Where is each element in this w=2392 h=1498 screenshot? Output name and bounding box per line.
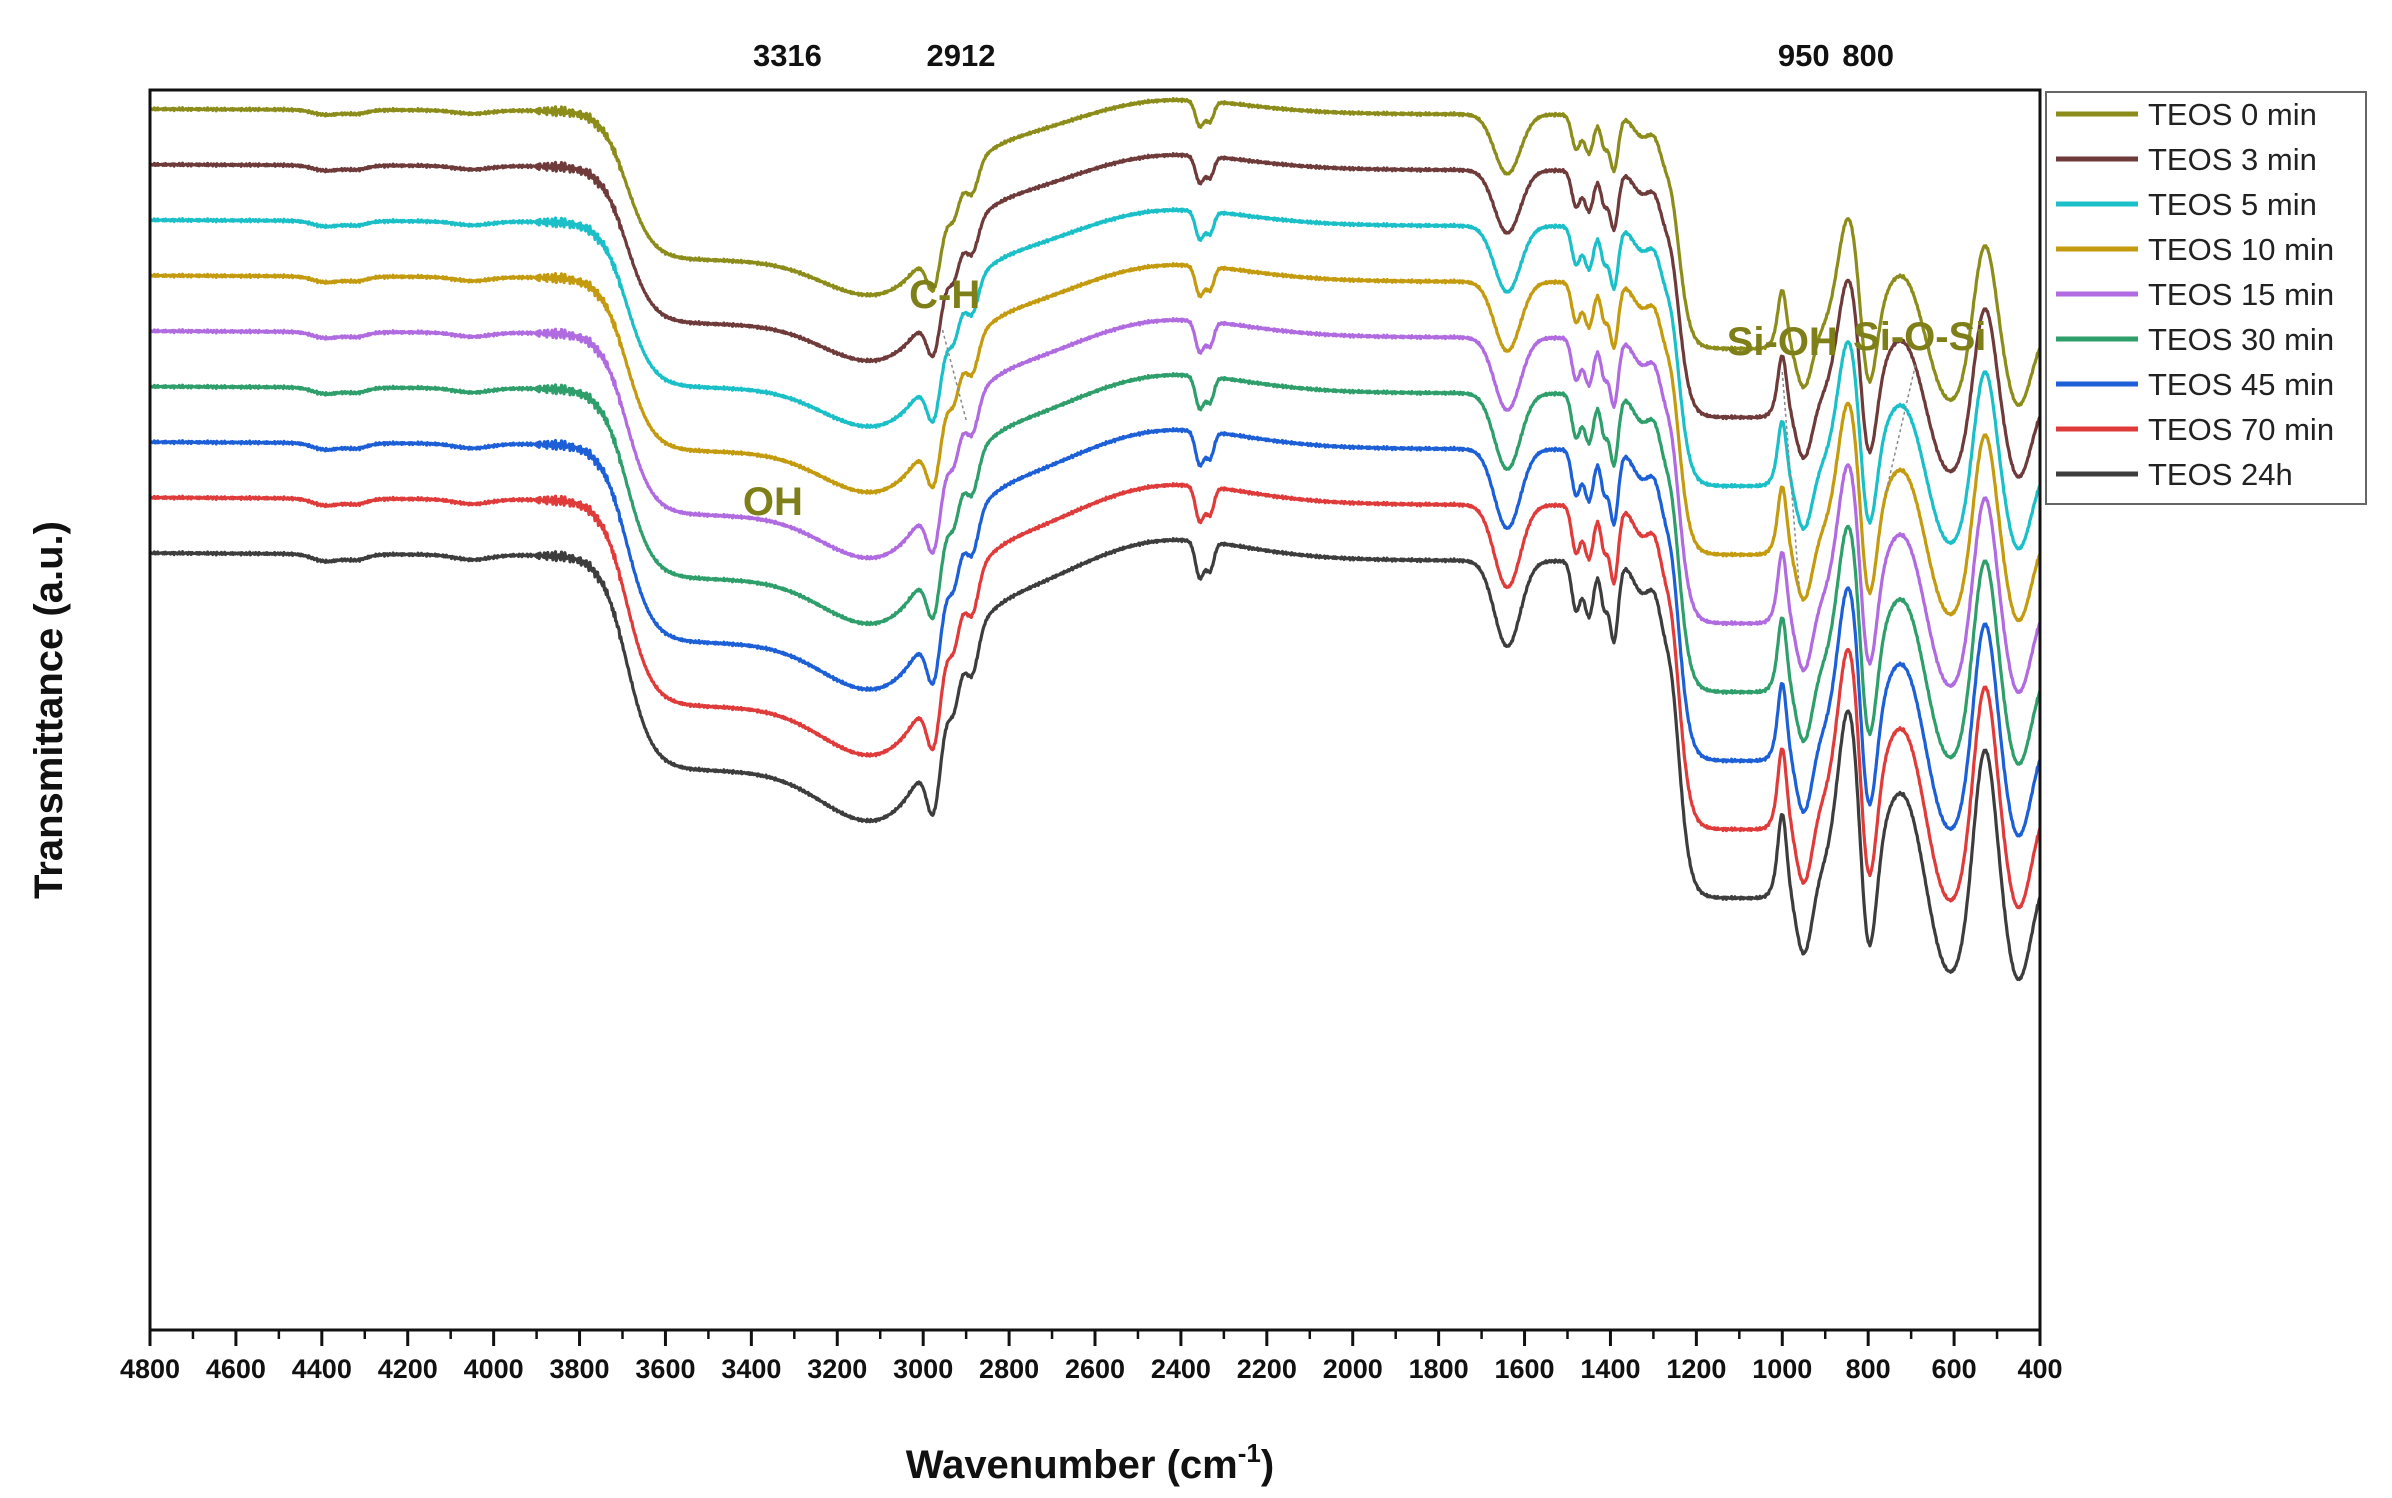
annotation-leader (1781, 371, 1801, 591)
x-tick-label: 2800 (979, 1354, 1039, 1384)
series-line (149, 152, 2042, 479)
x-tick-label: 1800 (1409, 1354, 1469, 1384)
x-tick-label: 3600 (635, 1354, 695, 1384)
peak-label: 2912 (926, 38, 995, 73)
x-tick-label: 1600 (1495, 1354, 1555, 1384)
legend-label: TEOS 3 min (2148, 142, 2317, 177)
peak-label: 950 (1778, 38, 1830, 73)
peak-label: 3316 (753, 38, 822, 73)
annotation-leader (1884, 364, 1917, 496)
x-tick-label: 2400 (1151, 1354, 1211, 1384)
legend-label: TEOS 24h (2148, 457, 2293, 492)
legend: TEOS 0 min TEOS 3 min TEOS 5 min TEOS 10 mi… (2045, 91, 2367, 505)
x-tick-label: 2000 (1323, 1354, 1383, 1384)
x-axis-title: Wavenumber (cm-1) (906, 1438, 1274, 1487)
legend-label: TEOS 10 min (2148, 232, 2334, 267)
x-tick-label: 3800 (550, 1354, 610, 1384)
series-line (149, 262, 2042, 623)
x-axis-ticks: 4800 4600 4400 4200 4000 3800 3600 3400 3200 3000… (120, 1330, 2063, 1384)
series-line (149, 482, 2042, 910)
series-group (149, 97, 2042, 982)
x-tick-label: 3200 (807, 1354, 867, 1384)
band-annotations: OH C-H Si-OH Si-O-Si (743, 273, 1986, 591)
band-annotation: Si-O-Si (1853, 315, 1986, 359)
legend-label: TEOS 30 min (2148, 322, 2334, 357)
x-tick-label: 4600 (206, 1354, 266, 1384)
peak-labels: 3316 2912 950 800 (753, 38, 1894, 73)
band-annotation: OH (743, 480, 803, 524)
x-tick-label: 3400 (721, 1354, 781, 1384)
legend-label: TEOS 45 min (2148, 367, 2334, 402)
series-line (149, 207, 2042, 551)
x-tick-label: 1000 (1752, 1354, 1812, 1384)
legend-label: TEOS 15 min (2148, 277, 2334, 312)
series-line (149, 372, 2042, 766)
legend-label: TEOS 5 min (2148, 187, 2317, 222)
x-tick-label: 400 (2017, 1354, 2062, 1384)
x-tick-label: 2200 (1237, 1354, 1297, 1384)
x-tick-label: 3000 (893, 1354, 953, 1384)
x-tick-label: 4000 (464, 1354, 524, 1384)
x-tick-label: 600 (1932, 1354, 1977, 1384)
series-line (149, 97, 2042, 407)
x-tick-label: 4400 (292, 1354, 352, 1384)
legend-label: TEOS 70 min (2148, 412, 2334, 447)
x-tick-label: 1400 (1580, 1354, 1640, 1384)
x-tick-label: 800 (1846, 1354, 1891, 1384)
y-axis-title: Transmittance (a.u.) (27, 521, 71, 899)
x-tick-label: 1200 (1666, 1354, 1726, 1384)
x-tick-label: 2600 (1065, 1354, 1125, 1384)
series-line (149, 427, 2042, 838)
legend-label: TEOS 0 min (2148, 97, 2317, 132)
x-tick-label: 4200 (378, 1354, 438, 1384)
band-annotation: C-H (909, 273, 980, 317)
band-annotation: Si-OH (1727, 320, 1838, 364)
x-tick-label: 4800 (120, 1354, 180, 1384)
peak-label: 800 (1842, 38, 1894, 73)
series-line (149, 317, 2042, 694)
series-line (149, 537, 2042, 982)
